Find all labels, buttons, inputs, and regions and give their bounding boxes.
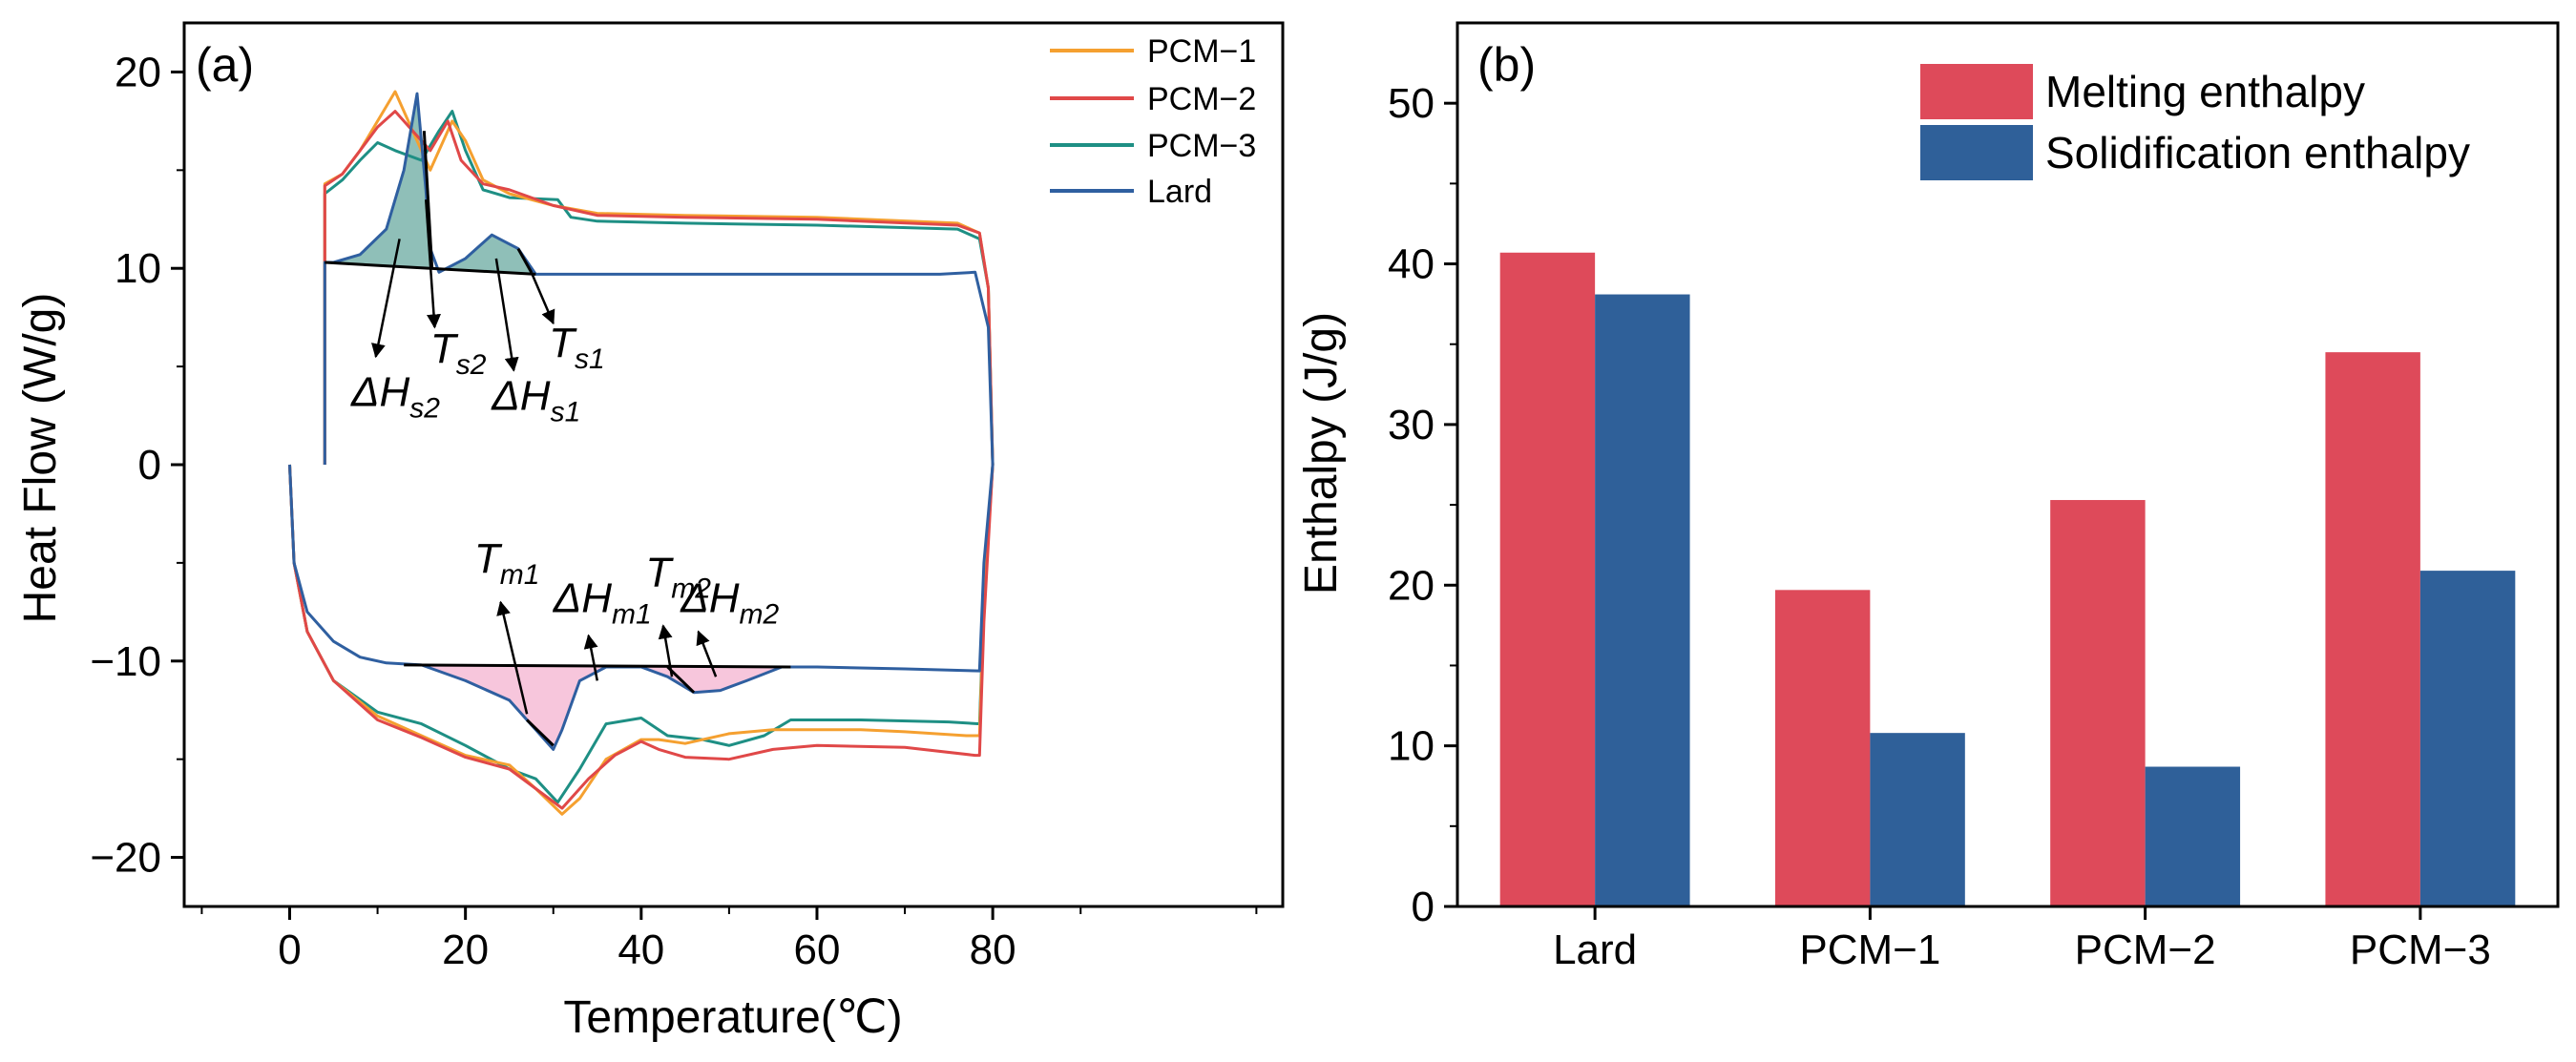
annotation-dHs1: ΔHs1 xyxy=(491,372,580,427)
onset-tangent xyxy=(422,131,434,269)
y-tick-label: −10 xyxy=(90,638,161,685)
y-axis-ticks: 0 10 20 30 40 50 xyxy=(1388,80,1457,930)
bars xyxy=(1499,252,2516,906)
x-tick-label: Lard xyxy=(1553,927,1637,973)
solidification-peak-1-fill xyxy=(439,235,536,275)
annotation-Tm1: Tm1 xyxy=(474,535,540,591)
legend-swatch-melting xyxy=(1920,64,2033,119)
bar-melting-2 xyxy=(2050,500,2146,906)
y-tick-label: −20 xyxy=(90,835,161,882)
melting-baseline xyxy=(404,663,791,669)
y-tick-label: 20 xyxy=(1388,562,1435,609)
bar-melting-1 xyxy=(1774,590,1871,906)
x-axis-title: Temperature(℃) xyxy=(563,992,902,1043)
bar-solidification-0 xyxy=(1595,294,1690,906)
x-tick-label: 80 xyxy=(970,927,1016,973)
annotation-dHs2: ΔHs2 xyxy=(350,368,440,424)
melting-peak-1-fill xyxy=(404,664,606,750)
y-axis-ticks: −20 −10 0 10 20 xyxy=(90,49,184,882)
y-tick-label: 20 xyxy=(115,49,161,95)
legend-label-pcm1: PCM−1 xyxy=(1147,33,1256,70)
y-tick-label: 30 xyxy=(1388,402,1435,448)
legend-label-solidification: Solidification enthalpy xyxy=(2045,128,2470,177)
series-lard-cooling xyxy=(323,92,995,466)
y-tick-label: 40 xyxy=(1388,241,1435,288)
x-tick-label: PCM−2 xyxy=(2075,927,2216,973)
onset-tangent xyxy=(516,247,534,274)
series-pcm-2-cooling xyxy=(323,110,995,466)
annotation-dHm2: ΔHm2 xyxy=(680,574,779,630)
series-pcm-1-heating xyxy=(288,464,995,816)
y-axis-title: Heat Flow (W/g) xyxy=(15,293,66,624)
legend-swatch-solidification xyxy=(1920,125,2033,180)
arrow-Ts1 xyxy=(530,271,555,325)
peak-fills xyxy=(325,94,791,750)
panel-b-bar-chart: Lard PCM−1 PCM−2 PCM−3 0 10 20 30 40 50 (b) Enth… xyxy=(1296,21,2560,973)
panel-label: (a) xyxy=(196,38,254,92)
arrow-Tm1 xyxy=(496,600,529,715)
panel-label: (b) xyxy=(1477,38,1536,92)
x-tick-label: 40 xyxy=(618,927,664,973)
plot-frame xyxy=(1456,21,2560,908)
x-tick-label: PCM−3 xyxy=(2350,927,2491,973)
legend-label-pcm2: PCM−2 xyxy=(1147,81,1256,117)
arrow-dHm2 xyxy=(696,630,718,677)
y-axis-title: Enthalpy (J/g) xyxy=(1296,312,1347,594)
x-tick-label: PCM−1 xyxy=(1799,927,1940,973)
y-tick-label: 50 xyxy=(1388,80,1435,127)
arrow-dHm1 xyxy=(583,634,599,681)
annotation-dHm1: ΔHm1 xyxy=(553,574,652,630)
onset-tangent xyxy=(526,718,555,747)
legend-label-pcm3: PCM−3 xyxy=(1147,128,1256,164)
annotation-Tm2: Tm2 xyxy=(645,550,711,605)
solidification-peak-2-fill xyxy=(325,94,430,269)
legend: Melting enthalpy Solidification enthalpy xyxy=(1920,64,2470,180)
series-pcm-3-cooling xyxy=(323,110,995,466)
series-pcm-3-heating xyxy=(288,464,995,804)
x-tick-label: 60 xyxy=(793,927,840,973)
annotation-arrows xyxy=(371,199,718,715)
arrow-Tm2 xyxy=(658,624,674,677)
melting-peak-2-fill xyxy=(640,666,791,693)
y-tick-label: 10 xyxy=(1388,723,1435,770)
annotation-Ts1: Ts1 xyxy=(549,320,605,375)
x-axis-ticks: Lard PCM−1 PCM−2 PCM−3 xyxy=(1553,906,2491,973)
bar-solidification-3 xyxy=(2419,571,2516,906)
legend-label-melting: Melting enthalpy xyxy=(2045,67,2365,116)
x-tick-label: 20 xyxy=(442,927,489,973)
plot-frame xyxy=(182,21,1285,908)
bar-melting-3 xyxy=(2325,352,2420,906)
y-tick-label: 0 xyxy=(1412,884,1435,930)
dsc-curves xyxy=(288,90,995,816)
legend-label-lard: Lard xyxy=(1147,174,1212,210)
bar-melting-0 xyxy=(1499,252,1596,906)
bar-solidification-1 xyxy=(1870,733,1965,906)
arrow-dHs2 xyxy=(371,239,401,359)
annotation-Ts2: Ts2 xyxy=(430,325,487,381)
arrow-dHs1 xyxy=(494,258,519,372)
y-tick-label: 10 xyxy=(115,245,161,292)
series-pcm-2-heating xyxy=(288,464,995,810)
series-lard-heating xyxy=(288,464,995,751)
y-tick-label: 0 xyxy=(138,442,161,489)
bar-solidification-2 xyxy=(2145,766,2241,906)
legend: PCM−1 PCM−2 PCM−3 Lard xyxy=(1050,33,1256,210)
x-axis-ticks: 0 20 40 60 80 xyxy=(200,906,1258,973)
x-tick-label: 0 xyxy=(278,927,301,973)
arrow-Ts2 xyxy=(424,199,441,329)
